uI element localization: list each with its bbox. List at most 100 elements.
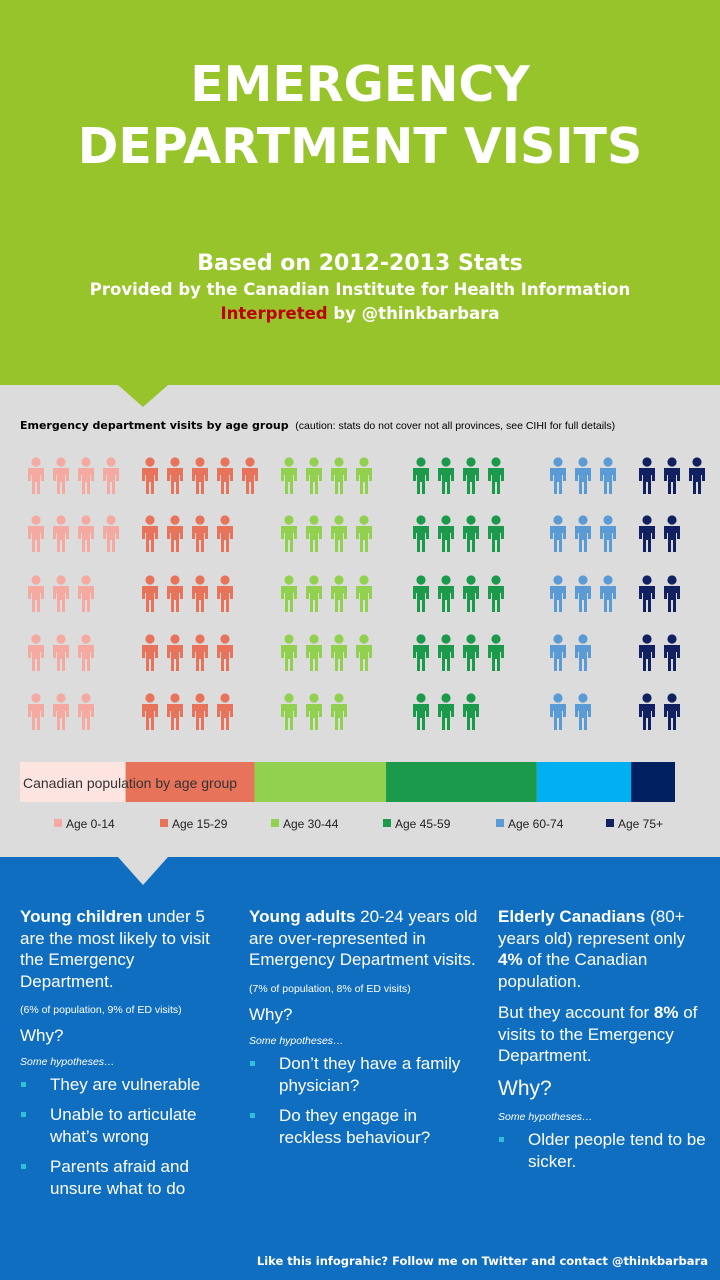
person-icon: [167, 457, 183, 494]
person-icon: [488, 515, 504, 552]
person-icon: [575, 634, 591, 671]
person-icon: [331, 693, 347, 730]
person-icon: [142, 457, 158, 494]
bullet-icon: [499, 1136, 504, 1142]
population-segment: [386, 762, 537, 802]
title-line-1: EMERGENCY: [190, 56, 530, 113]
young-adults-text: 20-24 years old are over-represented in …: [249, 907, 478, 969]
person-icon: [438, 575, 454, 612]
interpreted-label: Interpreted: [220, 304, 328, 323]
legend-swatch: [271, 819, 279, 827]
legend-swatch: [160, 819, 168, 827]
person-icon: [356, 634, 372, 671]
bullet-icon: [21, 1082, 26, 1087]
list-item-text: Unable to articulate what’s wrong: [50, 1105, 197, 1146]
person-icon: [306, 634, 322, 671]
person-icon: [664, 457, 680, 494]
bullet-icon: [250, 1112, 255, 1118]
person-icon: [463, 693, 479, 730]
person-icon: [217, 515, 233, 552]
list-item: Unable to articulate what’s wrong: [20, 1104, 230, 1148]
person-icon: [192, 515, 208, 552]
legend-swatch: [606, 819, 614, 827]
person-icon: [331, 515, 347, 552]
person-icon: [463, 634, 479, 671]
person-icon: [664, 693, 680, 730]
person-icon: [192, 457, 208, 494]
population-segment: [20, 762, 126, 802]
person-icon: [217, 693, 233, 730]
why-label: Why?: [249, 1004, 293, 1024]
person-icon: [281, 515, 297, 552]
person-icon: [28, 515, 44, 552]
chart-caution: (caution: stats do not cover not all pro…: [295, 420, 616, 432]
person-icon: [78, 634, 94, 671]
person-icon: [639, 575, 655, 612]
subtitle-provider: Provided by the Canadian Institute for H…: [89, 280, 631, 299]
person-icon: [600, 575, 616, 612]
person-icon: [167, 693, 183, 730]
icon-group-age-75-: [639, 457, 705, 730]
person-icon: [217, 575, 233, 612]
person-icon: [413, 515, 429, 552]
population-bar: Canadian population by age group: [20, 762, 675, 802]
person-icon: [192, 693, 208, 730]
person-icon: [78, 515, 94, 552]
bullet-icon: [250, 1060, 255, 1066]
list-item-text: Don’t they have a family physician?: [279, 1053, 461, 1095]
list-item-text: They are vulnerable: [50, 1075, 201, 1094]
person-icon: [78, 457, 94, 494]
person-icon: [550, 693, 566, 730]
legend-label: Age 30-44: [283, 817, 339, 831]
column-elderly: Elderly Canadians (80+ years old) repres…: [498, 906, 710, 1181]
list-item: They are vulnerable: [20, 1074, 230, 1096]
person-icon: [281, 693, 297, 730]
subtitle-credit: Interpreted by @thinkbarbara: [0, 302, 720, 326]
person-icon: [53, 693, 69, 730]
population-segment: [631, 762, 675, 802]
young-children-stat: (6% of population, 9% of ED visits): [20, 1004, 182, 1016]
person-icon: [331, 575, 347, 612]
hypotheses-label: Some hypotheses…: [20, 1056, 115, 1068]
person-icon: [600, 457, 616, 494]
person-icon: [331, 634, 347, 671]
person-icon: [488, 575, 504, 612]
person-icon: [217, 634, 233, 671]
person-icon: [53, 634, 69, 671]
icon-group-age-60-74: [550, 457, 616, 730]
person-icon: [281, 575, 297, 612]
person-icon: [142, 634, 158, 671]
icon-group-age-15-29: [142, 457, 258, 730]
subtitle-stats-year: Based on 2012-2013 Stats: [197, 251, 523, 276]
person-icon: [78, 693, 94, 730]
young-adults-heading: Young adults: [249, 907, 356, 926]
person-icon: [463, 575, 479, 612]
person-icon: [356, 457, 372, 494]
person-icon: [356, 515, 372, 552]
person-icon: [356, 575, 372, 612]
subtitle-block: Based on 2012-2013 Stats Provided by the…: [0, 250, 720, 326]
icon-group-age-0-14: [28, 457, 119, 730]
legend-label: Age 75+: [618, 817, 663, 831]
person-icon: [53, 457, 69, 494]
hypotheses-label: Some hypotheses…: [498, 1110, 593, 1123]
person-icon: [217, 457, 233, 494]
population-segment: [125, 762, 255, 802]
person-icon: [28, 693, 44, 730]
person-icon: [281, 634, 297, 671]
person-icon: [639, 515, 655, 552]
person-icon: [575, 693, 591, 730]
elderly-visit-pct: 8%: [653, 1003, 679, 1022]
person-icon: [550, 575, 566, 612]
list-item: Parents afraid and unsure what to do: [20, 1156, 230, 1200]
person-icon: [664, 515, 680, 552]
bullet-icon: [21, 1112, 26, 1117]
person-icon: [103, 515, 119, 552]
person-icon: [167, 575, 183, 612]
hypotheses-list: Older people tend to be sicker.: [498, 1129, 710, 1173]
person-icon: [550, 634, 566, 671]
person-icon: [306, 575, 322, 612]
section-pointer-2: [118, 857, 168, 885]
legend-label: Age 0-14: [66, 817, 115, 831]
person-icon: [103, 457, 119, 494]
